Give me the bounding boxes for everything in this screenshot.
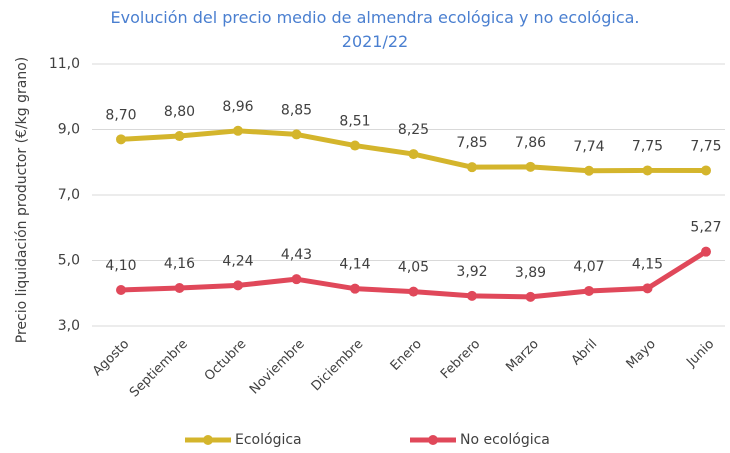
point <box>525 291 536 302</box>
data-label: 3,89 <box>515 265 546 281</box>
point <box>116 284 126 295</box>
data-label: 7,86 <box>515 135 546 151</box>
point <box>467 162 477 173</box>
data-label: 8,96 <box>222 99 253 115</box>
y-tick-label: 3,0 <box>58 318 80 334</box>
x-tick-label: Marzo <box>503 337 541 375</box>
data-label: 4,07 <box>573 259 604 275</box>
legend-marker <box>428 435 438 445</box>
point <box>584 285 594 296</box>
y-tick-label: 7,0 <box>58 187 80 203</box>
point <box>350 283 360 294</box>
point <box>701 165 711 176</box>
x-tick-label: Mayo <box>624 337 659 372</box>
data-label: 4,10 <box>105 258 136 274</box>
legend-marker <box>203 435 213 445</box>
y-tick-label: 5,0 <box>58 253 80 269</box>
data-label: 8,51 <box>339 114 370 130</box>
point <box>642 283 653 294</box>
point <box>174 131 185 142</box>
x-tick-label: Octubre <box>202 337 249 384</box>
data-label: 4,14 <box>339 257 370 273</box>
data-label: 8,25 <box>398 122 429 138</box>
point <box>467 290 477 301</box>
data-label: 8,70 <box>105 107 136 123</box>
data-label: 7,85 <box>456 135 487 151</box>
data-label: 4,43 <box>281 247 312 263</box>
y-tick-label: 11,0 <box>49 56 80 72</box>
chart-title: Evolución del precio medio de almendra e… <box>110 8 640 51</box>
point <box>408 286 419 297</box>
point <box>701 246 711 257</box>
data-label: 4,15 <box>632 256 663 272</box>
data-label: 3,92 <box>456 264 487 280</box>
x-tick-label: Enero <box>388 337 425 374</box>
data-label: 8,85 <box>281 102 312 118</box>
point <box>233 280 243 291</box>
data-label: 7,75 <box>632 138 663 154</box>
data-label: 4,05 <box>398 260 429 276</box>
x-tick-label: Septiembre <box>127 337 191 401</box>
point <box>116 134 126 145</box>
point <box>291 274 302 285</box>
data-label: 7,74 <box>573 139 604 155</box>
x-tick-label: Noviembre <box>247 337 308 398</box>
point <box>584 165 594 176</box>
data-label: 4,16 <box>164 256 195 272</box>
x-tick-label: Febrero <box>438 337 483 382</box>
point <box>174 283 185 294</box>
point <box>642 165 653 176</box>
point <box>408 149 419 160</box>
data-label: 5,27 <box>690 220 721 236</box>
x-tick-label: Abril <box>569 337 601 369</box>
legend-label: No ecológica <box>460 432 550 448</box>
data-label: 4,24 <box>222 253 253 269</box>
y-tick-label: 9,0 <box>58 122 80 138</box>
data-label: 7,75 <box>690 138 721 154</box>
data-label: 8,80 <box>164 104 195 120</box>
y-axis-label: Precio liquidación productor (€/kg grano… <box>14 57 30 344</box>
point <box>350 140 360 151</box>
point <box>525 161 536 172</box>
x-tick-label: Junio <box>683 337 717 371</box>
point <box>233 125 243 136</box>
x-tick-label: Diciembre <box>309 337 367 395</box>
point <box>291 129 302 140</box>
legend-label: Ecológica <box>235 432 302 448</box>
x-tick-label: Agosto <box>90 337 132 379</box>
